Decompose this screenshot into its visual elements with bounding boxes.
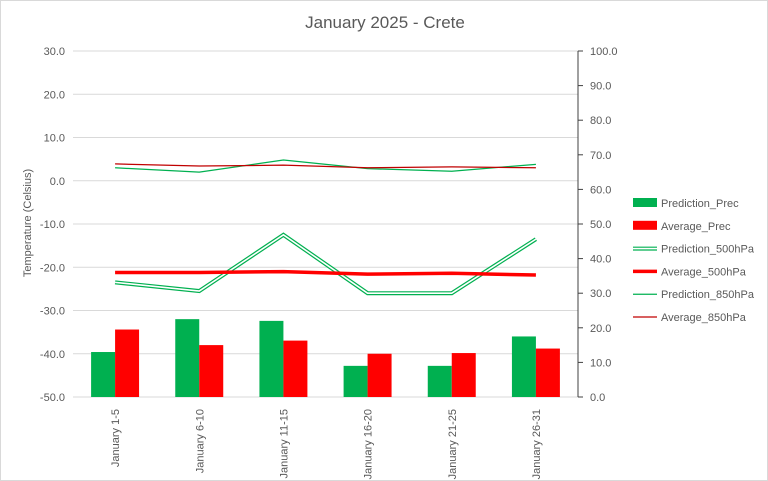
y-axis-title: Temperature (Celsius) (22, 169, 34, 277)
chart-title: January 2025 - Crete (305, 13, 465, 32)
y2-tick-label: 10.0 (590, 357, 611, 369)
legend-average-500hpa-label: Average_500hPa (661, 266, 747, 278)
x-tick-label: January 21-25 (447, 409, 459, 479)
legend-prediction-500hpa-label: Prediction_500hPa (661, 244, 755, 256)
x-tick-label: January 11-15 (278, 409, 290, 479)
bar-prediction-prec (511, 336, 536, 397)
y2-tick-label: 80.0 (590, 115, 611, 127)
x-tick-label: January 26-31 (531, 409, 543, 479)
y-tick-label: 20.0 (44, 89, 65, 101)
legend-prediction-850hpa-label: Prediction_850hPa (661, 289, 755, 301)
legend-prediction-prec-swatch (633, 198, 657, 207)
y2-tick-label: 70.0 (590, 150, 611, 162)
y-tick-label: -30.0 (40, 306, 65, 318)
y-tick-label: 30.0 (44, 46, 65, 58)
y2-tick-label: 90.0 (590, 81, 611, 93)
bar-prediction-prec (427, 365, 452, 397)
bar-average-prec (367, 353, 392, 397)
y2-tick-label: 20.0 (590, 323, 611, 335)
bar-average-prec (451, 353, 476, 397)
line-average-500hpa (115, 269, 536, 277)
y-tick-label: -20.0 (40, 262, 65, 274)
legend-average-prec-label: Average_Prec (661, 221, 731, 233)
bar-average-prec (199, 345, 224, 397)
y-tick-label: -40.0 (40, 349, 65, 361)
y2-tick-label: 100.0 (590, 46, 618, 58)
x-tick-label: January 1-5 (110, 409, 122, 467)
y2-tick-label: 50.0 (590, 219, 611, 231)
axes: 30.0 20.0 10.0 0.0 -10.0 -20.0 -30.0 -40.0 -50.0… (40, 46, 618, 479)
y-tick-label: 0.0 (50, 176, 65, 188)
lines (114, 159, 537, 296)
x-tick-label: January 6-10 (194, 409, 206, 473)
line-average-850hpa (115, 163, 536, 169)
y2-tick-label: 0.0 (590, 392, 605, 404)
line-prediction-850hpa (115, 159, 536, 173)
x-tick-label: January 16-20 (363, 409, 375, 479)
bar-average-prec (115, 329, 140, 397)
y2-tick-label: 30.0 (590, 288, 611, 300)
legend-average-850hpa-label: Average_850hPa (661, 312, 747, 324)
y-tick-label: -50.0 (40, 392, 65, 404)
legend-prediction-prec-label: Prediction_Prec (661, 198, 739, 210)
bar-average-prec (283, 340, 308, 397)
bar-prediction-prec (175, 319, 200, 397)
bar-prediction-prec (343, 365, 368, 397)
y2-tick-label: 60.0 (590, 184, 611, 196)
y2-tick-label: 40.0 (590, 254, 611, 266)
bars (91, 319, 560, 397)
gridlines (73, 50, 578, 398)
bar-prediction-prec (259, 320, 284, 397)
line-prediction-500hpa-inner (115, 233, 537, 295)
y-tick-label: -10.0 (40, 219, 65, 231)
legend-average-prec-swatch (633, 220, 657, 230)
y-tick-label: 10.0 (44, 133, 65, 145)
bar-average-prec (535, 348, 560, 397)
bar-prediction-prec (91, 352, 116, 397)
legend: Prediction_Prec Average_Prec Prediction_50… (633, 198, 755, 324)
